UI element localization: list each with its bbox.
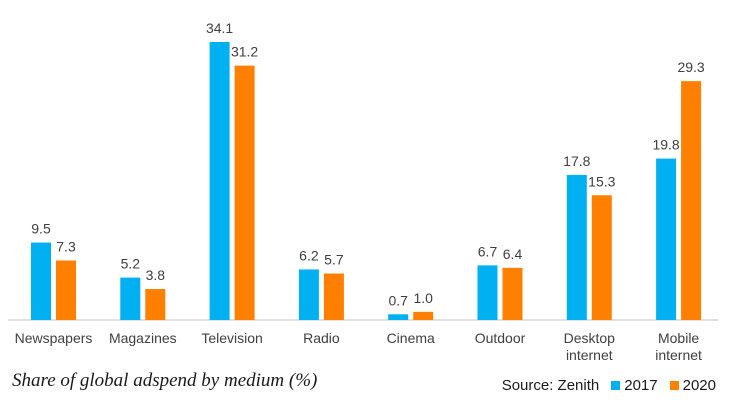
category-label-5: Outdoor bbox=[475, 330, 526, 346]
legend-item-2017: 2017 bbox=[611, 377, 658, 394]
category-label-6: internet bbox=[566, 347, 613, 363]
data-label-2020-1: 3.8 bbox=[146, 267, 166, 283]
bar-2017-6 bbox=[566, 174, 587, 320]
category-label-4: Cinema bbox=[387, 330, 435, 346]
data-label-2020-0: 7.3 bbox=[56, 238, 76, 254]
bar-2017-3 bbox=[298, 269, 319, 320]
data-label-2017-5: 6.7 bbox=[478, 243, 498, 259]
category-label-7: Mobile bbox=[658, 330, 699, 346]
bar-2020-2 bbox=[234, 65, 255, 320]
legend-swatch-2020 bbox=[669, 381, 679, 390]
data-label-2017-0: 9.5 bbox=[31, 221, 51, 237]
data-label-2017-1: 5.2 bbox=[121, 256, 141, 272]
footer-right: Source: Zenith 2017 2020 bbox=[502, 377, 716, 394]
data-label-2020-3: 5.7 bbox=[324, 252, 344, 268]
data-label-2020-5: 6.4 bbox=[503, 246, 523, 262]
data-label-2017-3: 6.2 bbox=[299, 247, 319, 263]
legend-swatch-2017 bbox=[611, 381, 621, 390]
data-label-2020-2: 31.2 bbox=[231, 44, 258, 60]
legend-item-2020: 2020 bbox=[669, 377, 716, 394]
bar-2017-4 bbox=[388, 314, 409, 320]
bar-2020-0 bbox=[56, 260, 76, 320]
bar-2020-3 bbox=[323, 273, 344, 320]
category-label-3: Radio bbox=[303, 330, 340, 346]
bar-2017-2 bbox=[209, 42, 230, 320]
legend-label-2017: 2017 bbox=[624, 377, 658, 394]
bar-2017-7 bbox=[656, 158, 677, 320]
legend-label-2020: 2020 bbox=[682, 377, 716, 394]
category-label-1: Magazines bbox=[109, 330, 177, 346]
bar-2017-1 bbox=[120, 277, 141, 320]
data-label-2017-4: 0.7 bbox=[388, 292, 408, 308]
category-label-7: internet bbox=[655, 347, 702, 363]
bar-2017-5 bbox=[477, 265, 498, 320]
data-label-2017-2: 34.1 bbox=[206, 20, 233, 36]
data-label-2020-4: 1.0 bbox=[413, 290, 433, 306]
data-label-2020-6: 15.3 bbox=[588, 173, 615, 189]
category-label-2: Television bbox=[201, 330, 262, 346]
data-label-2017-6: 17.8 bbox=[563, 153, 590, 169]
category-label-6: Desktop bbox=[564, 330, 616, 346]
bar-2020-5 bbox=[502, 267, 523, 320]
bar-2020-6 bbox=[591, 195, 612, 320]
chart-plot: 9.5 7.3 Newspapers 5.2 3.8 Magazines 34.1 31.2 T… bbox=[8, 20, 718, 363]
data-label-2020-7: 29.3 bbox=[677, 59, 704, 75]
bar-2020-4 bbox=[413, 311, 434, 320]
source-label: Source: Zenith bbox=[501, 377, 600, 394]
category-label-0: Newspapers bbox=[15, 330, 93, 346]
chart-caption: Share of global adspend by medium (%) bbox=[12, 370, 318, 391]
bar-2020-7 bbox=[681, 81, 702, 321]
bar-2017-0 bbox=[31, 242, 51, 320]
data-label-2017-7: 19.8 bbox=[652, 137, 679, 153]
bar-2020-1 bbox=[145, 289, 166, 320]
